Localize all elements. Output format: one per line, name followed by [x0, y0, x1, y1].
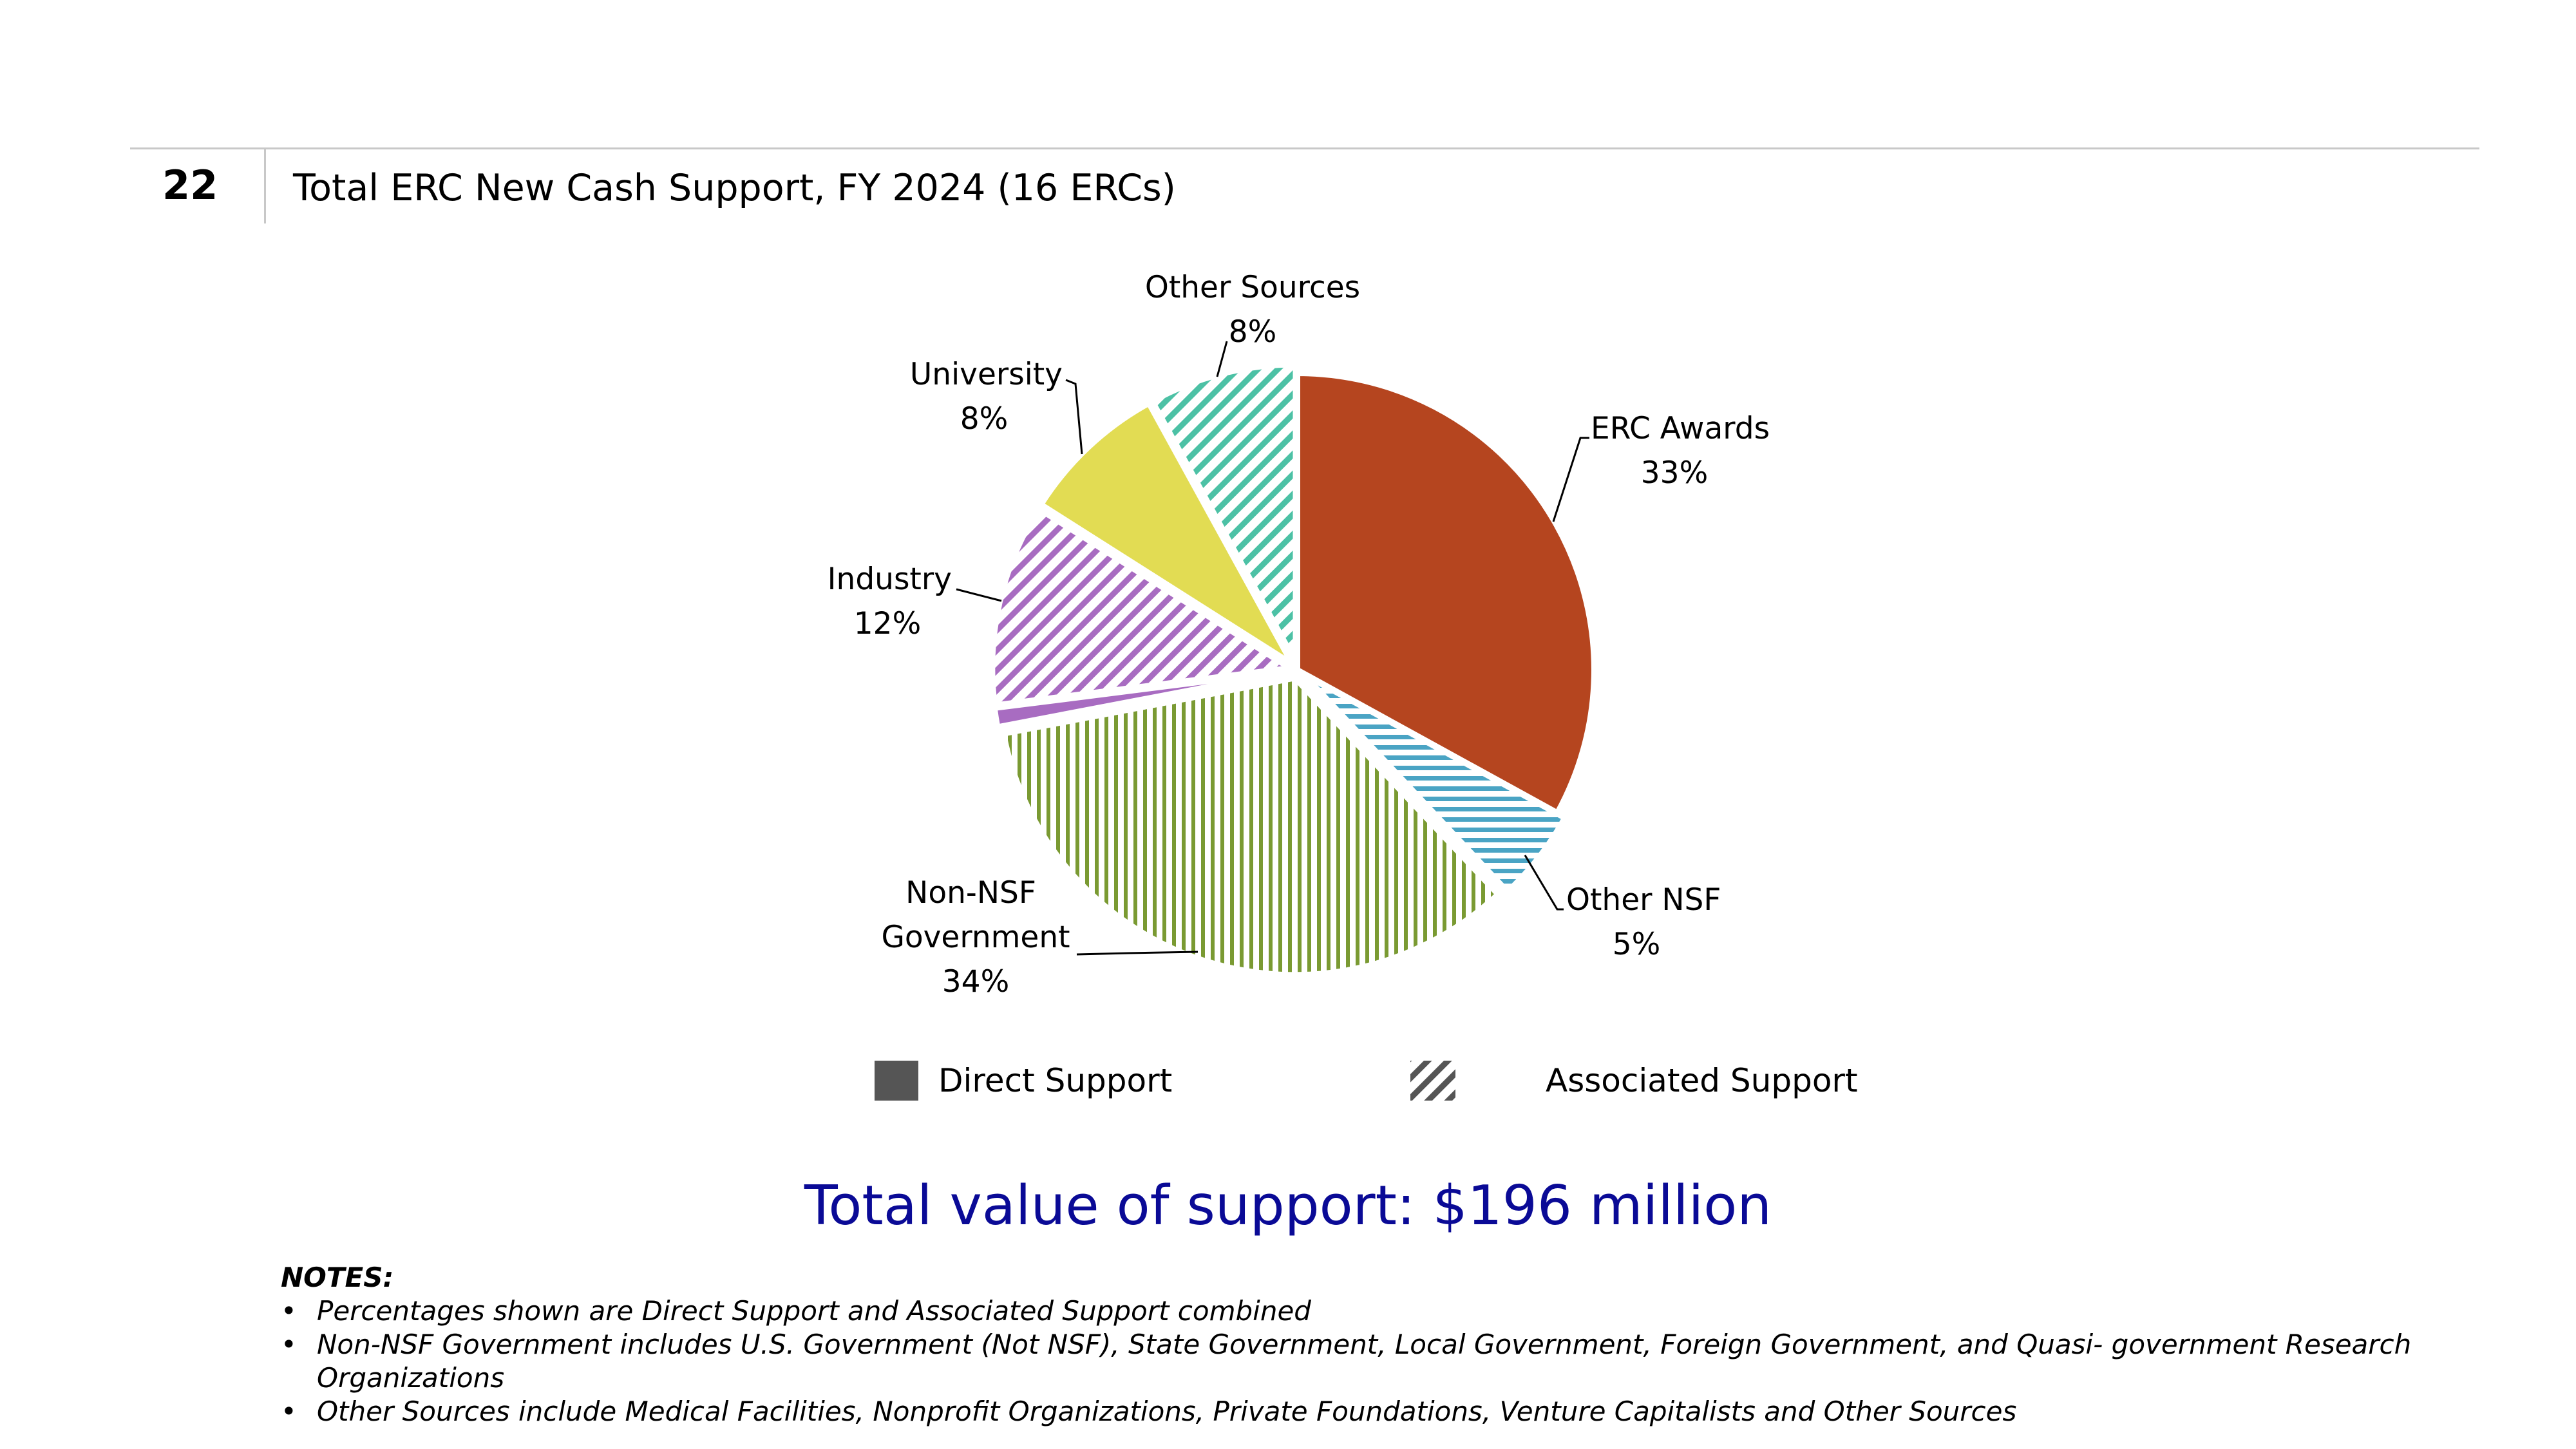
legend-swatch-associated-support [1410, 1061, 1455, 1101]
legend-swatch-direct-support [875, 1061, 918, 1101]
pie-slice-other-sources [1149, 362, 1298, 663]
slice-label-other-nsf: Other NSF [1566, 882, 1721, 918]
leader-line-other-sources [1216, 341, 1228, 377]
note-item: • Non-NSF Government includes U.S. Gover… [281, 1328, 2470, 1395]
pie-slice-erc-awards [1295, 370, 1596, 817]
pie-chart: Other Sources 8% University 8% ERC Award… [828, 270, 1858, 1101]
leader-line-non-nsf-government [1076, 951, 1198, 956]
leader-line-industry [956, 588, 1002, 602]
notes-section: NOTES: • Percentages shown are Direct Su… [281, 1261, 2470, 1428]
leader-line-other-nsf [1524, 855, 1564, 911]
header-divider [130, 147, 2479, 149]
bullet: • [281, 1396, 297, 1427]
slice-label-erc-awards: ERC Awards [1591, 411, 1770, 446]
slide-number-divider [264, 147, 266, 223]
bullet: • [281, 1329, 297, 1360]
note-text: Other Sources include Medical Facilities… [317, 1396, 2017, 1427]
leader-line-erc-awards [1552, 437, 1589, 522]
pie-slice-industry-direct [992, 668, 1289, 730]
note-text: Non-NSF Government includes U.S. Governm… [317, 1329, 2412, 1394]
total-value-text: Total value of support: $196 million [804, 1174, 1772, 1238]
leader-line-university [1065, 379, 1083, 455]
note-item: • Percentages shown are Direct Support a… [281, 1294, 2470, 1328]
slice-label-non-nsf-government: Non-NSF Government [881, 875, 1070, 955]
bullet: • [281, 1295, 297, 1327]
slide-number: 22 [162, 162, 218, 209]
chart-title: Total ERC New Cash Support, FY 2024 (16 … [293, 167, 1176, 209]
pie-slice-university [1037, 400, 1294, 666]
slice-pct-university: 8% [960, 401, 1009, 437]
note-text: Percentages shown are Direct Support and… [317, 1295, 1311, 1327]
pie-slice-industry [990, 505, 1296, 708]
slice-label-non-nsf-line2: Government [881, 920, 1070, 955]
pie-slice-other-nsf [1303, 673, 1568, 895]
slice-pct-industry: 12% [854, 606, 921, 641]
slice-label-industry: Industry [828, 562, 952, 597]
slice-label-other-sources: Other Sources [1145, 270, 1360, 305]
notes-heading: NOTES: [281, 1262, 394, 1293]
pie-slice-non-nsf-government [1001, 675, 1502, 978]
slice-pct-other-nsf: 5% [1613, 927, 1661, 962]
slice-label-university: University [910, 357, 1063, 392]
slice-pct-erc-awards: 33% [1641, 455, 1708, 491]
slice-pct-non-nsf-government: 34% [942, 964, 1009, 999]
legend-label-direct-support: Direct Support [938, 1062, 1172, 1099]
slice-label-non-nsf-line1: Non-NSF [905, 875, 1036, 911]
slice-pct-other-sources: 8% [1229, 314, 1277, 350]
note-item: • Other Sources include Medical Faciliti… [281, 1395, 2470, 1428]
legend-label-associated-support: Associated Support [1546, 1062, 1858, 1099]
